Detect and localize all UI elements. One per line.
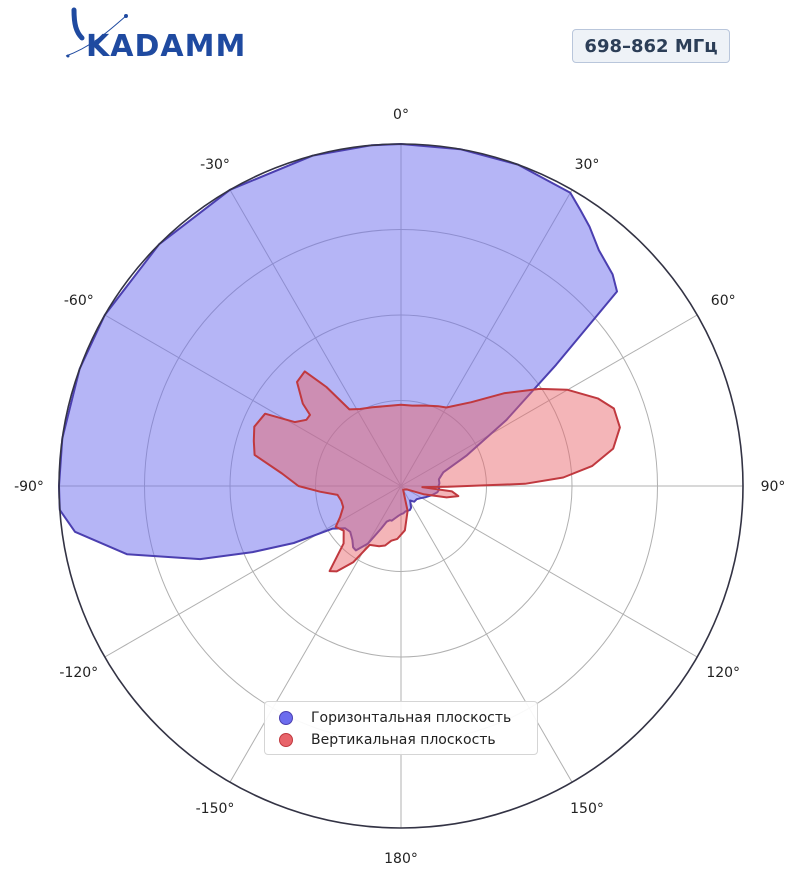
polar-frame: [58, 143, 744, 829]
angle-tick-label: -60°: [64, 293, 94, 309]
logo-graphic: KADAMM: [65, 7, 246, 64]
angle-tick-label: 120°: [706, 665, 740, 681]
polar-outer-frame: [58, 143, 744, 829]
angle-tick-label: -150°: [196, 801, 235, 817]
angle-tick-label: -30°: [200, 157, 230, 173]
angle-tick-label: -120°: [59, 665, 98, 681]
angle-tick-labels: 0° 30° 60° 90° 120° 150° 180° -150° -120° -90° -60…: [14, 107, 785, 867]
legend-label-vertical: Вертикальная плоскость: [311, 732, 496, 748]
frequency-badge: 698–862 МГц: [572, 29, 730, 63]
angle-tick-label: 0°: [393, 107, 409, 123]
angle-tick-label: 30°: [575, 157, 600, 173]
grid-spoke: [400, 485, 698, 658]
angle-tick-label: 150°: [570, 801, 604, 817]
series-area-horizontal: [58, 143, 618, 561]
legend-item-horizontal: Горизонтальная плоскость: [279, 707, 537, 729]
legend-item-vertical: Вертикальная плоскость: [279, 729, 537, 751]
angle-tick-label: 60°: [711, 293, 736, 309]
legend-swatch-horizontal: [279, 711, 293, 725]
series-area-vertical: [252, 370, 621, 573]
grid-spoke: [400, 485, 573, 783]
series-layer: [58, 143, 621, 573]
brand-logo: KADAMM: [64, 6, 264, 64]
chart-legend: Горизонтальная плоскость Вертикальная пл…: [264, 701, 538, 755]
legend-label-horizontal: Горизонтальная плоскость: [311, 710, 512, 726]
logo-text: KADAMM: [86, 29, 246, 62]
angle-tick-label: 90°: [761, 479, 786, 495]
legend-swatch-vertical: [279, 733, 293, 747]
angle-tick-label: -90°: [14, 479, 44, 495]
angle-tick-label: 180°: [384, 851, 418, 867]
